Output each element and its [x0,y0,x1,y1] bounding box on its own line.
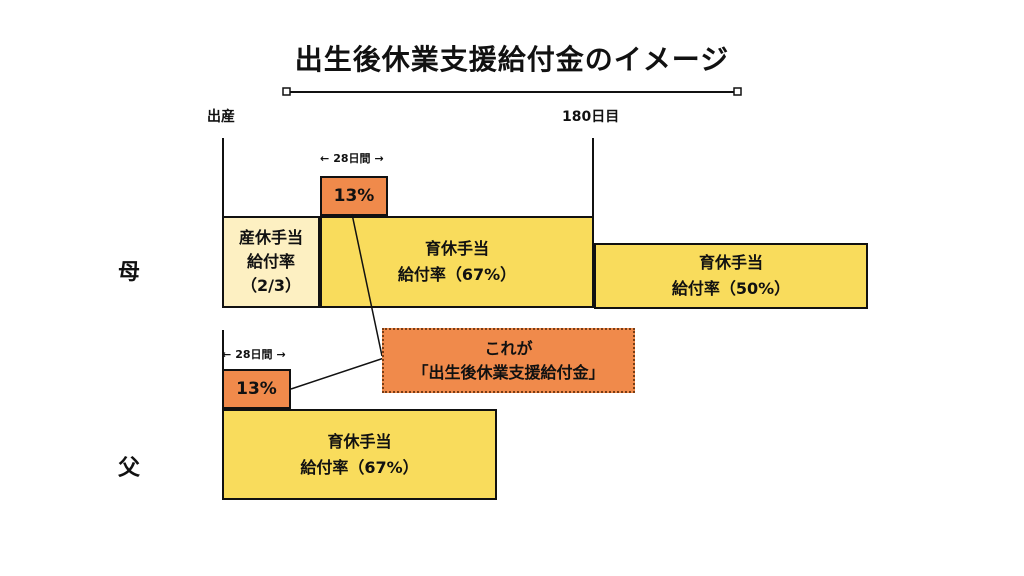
arrow-right-icon: → [374,151,384,165]
mother-childcare2-box: 育休手当 給付率（50%） [594,243,868,309]
mother-childcare1-box: 育休手当 給付率（67%） [320,216,594,308]
page-title: 出生後休業支援給付金のイメージ [294,43,730,76]
father-duration-label: ← 28日間 → [222,347,286,362]
father-childcare-box: 育休手当 給付率（67%） [222,409,497,500]
mother-maternity-box: 産休手当 給付率 （2/3） [222,216,320,308]
mother-label: 母 [118,260,141,285]
mother-duration-label: ← 28日間 → [320,151,384,166]
callout-box: これが 「出生後休業支援給付金」 [382,328,635,393]
arrow-right-icon: → [276,347,286,361]
father-bonus-box: 13% [222,369,291,409]
day180-label: 180日目 [562,109,620,125]
arrow-left-icon: ← [320,151,330,165]
mother-bonus-box: 13% [320,176,388,216]
birth-label: 出産 [207,109,235,125]
father-label: 父 [118,456,141,481]
arrow-left-icon: ← [222,347,232,361]
